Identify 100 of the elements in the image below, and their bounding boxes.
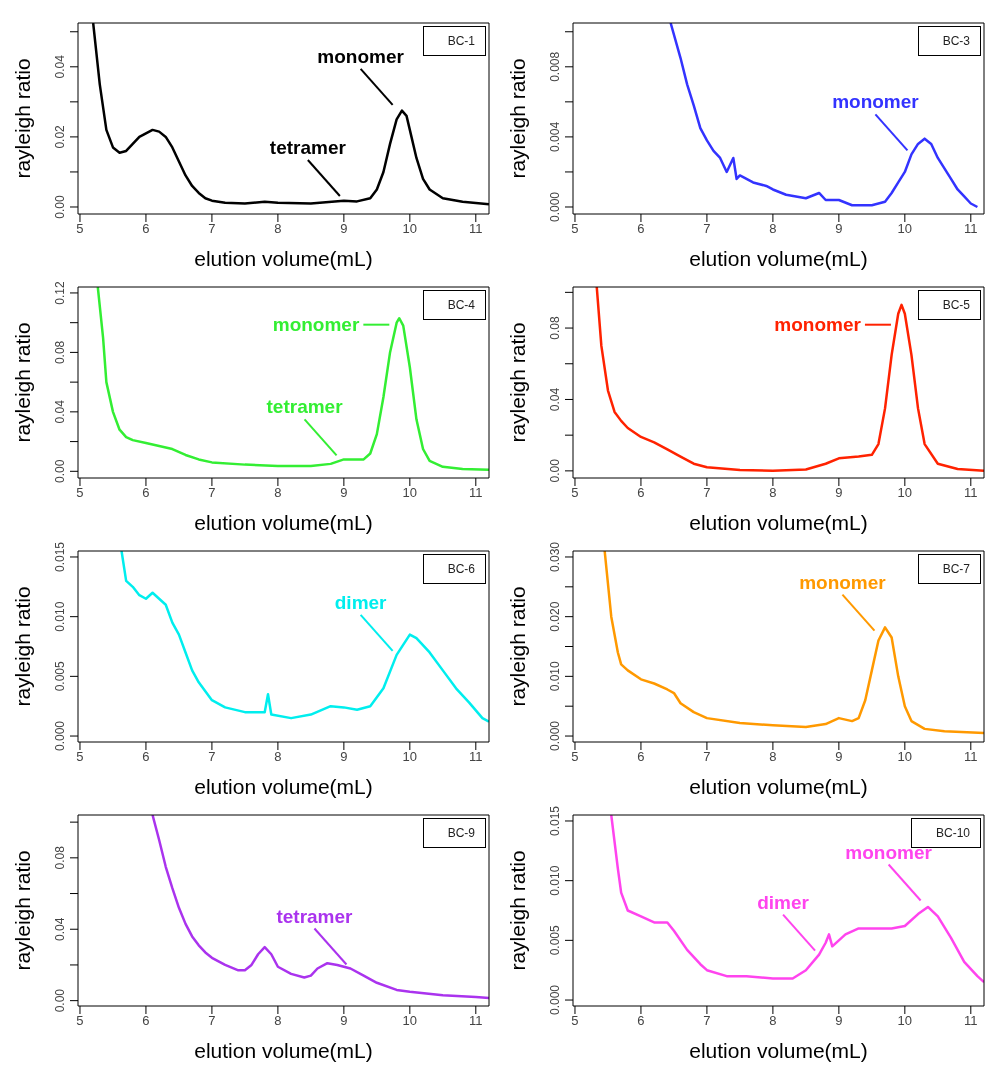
x-axis-title: elution volume(mL) — [194, 511, 373, 534]
y-tick-label: 0.12 — [53, 280, 67, 305]
y-axis-title: rayleigh ratio — [506, 322, 529, 443]
x-tick-label: 5 — [76, 221, 84, 237]
y-axis-title: rayleigh ratio — [506, 586, 529, 707]
x-axis-title: elution volume(mL) — [194, 247, 373, 270]
text: BC-1 — [422, 26, 486, 56]
y-tick-label: 0.005 — [548, 925, 562, 956]
x-tick-label: 10 — [402, 485, 418, 501]
x-tick-label: 9 — [835, 485, 843, 501]
x-tick-label: 11 — [964, 485, 978, 501]
x-tick-label: 6 — [142, 485, 150, 501]
y-tick-label: 0.000 — [548, 720, 562, 752]
x-tick-label: 5 — [76, 485, 84, 501]
x-tick-label: 5 — [76, 749, 84, 765]
x-tick-label: 5 — [571, 749, 579, 765]
x-tick-label: 9 — [835, 1013, 843, 1029]
x-tick-label: 7 — [703, 749, 711, 765]
x-tick-label: 9 — [835, 221, 843, 237]
annotation: dimer — [334, 591, 388, 613]
x-axis-title: elution volume(mL) — [194, 775, 373, 798]
text: BC-4 — [422, 290, 486, 320]
y-tick-label: 0.010 — [548, 865, 562, 896]
x-axis-title: elution volume(mL) — [194, 1039, 373, 1062]
annotation: tetramer — [266, 396, 344, 418]
annotation: monomer — [799, 571, 887, 593]
line-series — [595, 287, 984, 473]
y-tick-label: 0.005 — [53, 661, 67, 692]
x-tick-label: 6 — [142, 221, 150, 237]
x-axis-title: elution volume(mL) — [689, 1039, 868, 1062]
annotation: monomer — [845, 841, 933, 863]
y-axis-title: rayleigh ratio — [506, 850, 529, 971]
y-tick-label: 0.004 — [548, 121, 562, 152]
text: BC-3 — [917, 26, 981, 56]
y-tick-label: 0.04 — [53, 54, 67, 79]
y-tick-label: 0.00 — [548, 458, 562, 483]
y-axis-title: rayleigh ratio — [506, 58, 529, 179]
x-tick-label: 10 — [897, 749, 913, 765]
text: BC-7 — [917, 554, 981, 584]
y-tick-label: 0.010 — [548, 661, 562, 692]
x-tick-label: 8 — [274, 1013, 282, 1029]
y-axis-title: rayleigh ratio — [11, 322, 34, 443]
y-tick-label: 0.08 — [548, 316, 562, 340]
y-tick-label: 0.08 — [53, 340, 67, 365]
x-tick-label: 11 — [469, 221, 483, 237]
line-series — [120, 551, 489, 723]
line-series — [151, 815, 489, 1000]
x-tick-label: 6 — [142, 749, 150, 765]
line-series — [610, 815, 984, 984]
x-tick-label: 7 — [703, 1013, 711, 1029]
x-tick-label: 8 — [274, 749, 282, 765]
y-tick-label: 0.015 — [548, 805, 562, 836]
y-tick-label: 0.000 — [548, 191, 562, 223]
y-tick-label: 0.00 — [53, 194, 67, 219]
x-tick-label: 8 — [274, 221, 282, 237]
line-series — [603, 551, 984, 735]
x-axis-title: elution volume(mL) — [689, 775, 868, 798]
text: BC-5 — [917, 290, 981, 320]
y-tick-label: 0.015 — [53, 541, 67, 572]
x-tick-label: 8 — [769, 221, 777, 237]
x-tick-label: 6 — [142, 1013, 150, 1029]
x-tick-label: 11 — [964, 1013, 978, 1029]
x-tick-label: 6 — [637, 749, 645, 765]
x-tick-label: 8 — [769, 485, 777, 501]
line-series — [96, 287, 489, 472]
x-tick-label: 6 — [637, 221, 645, 237]
x-tick-label: 10 — [402, 221, 418, 237]
y-tick-label: 0.08 — [53, 845, 67, 870]
x-tick-label: 9 — [835, 749, 843, 765]
x-tick-label: 7 — [703, 221, 711, 237]
x-tick-label: 6 — [637, 1013, 645, 1029]
annotation: monomer — [317, 45, 405, 67]
text: BC-9 — [422, 818, 486, 848]
annotation: tetramer — [276, 905, 354, 927]
y-tick-label: 0.000 — [548, 984, 562, 1016]
x-tick-label: 10 — [897, 221, 913, 237]
x-tick-label: 10 — [897, 1013, 913, 1029]
y-tick-label: 0.008 — [548, 51, 562, 82]
x-tick-label: 7 — [208, 485, 216, 501]
x-tick-label: 5 — [571, 221, 579, 237]
x-tick-label: 11 — [964, 749, 978, 765]
y-tick-label: 0.02 — [53, 124, 67, 149]
line-series — [669, 23, 979, 209]
y-tick-label: 0.010 — [53, 601, 67, 632]
x-tick-label: 11 — [469, 1013, 483, 1029]
y-axis-title: rayleigh ratio — [11, 586, 34, 707]
annotation: monomer — [774, 313, 862, 335]
x-tick-label: 10 — [402, 1013, 418, 1029]
x-tick-label: 10 — [402, 749, 418, 765]
x-tick-label: 5 — [76, 1013, 84, 1029]
y-tick-label: 0.00 — [53, 988, 67, 1013]
x-tick-label: 7 — [208, 221, 216, 237]
x-tick-label: 7 — [208, 749, 216, 765]
x-tick-label: 11 — [469, 485, 483, 501]
x-tick-label: 11 — [964, 221, 978, 237]
annotation: dimer — [757, 891, 810, 913]
x-axis-title: elution volume(mL) — [689, 511, 868, 534]
text: BC-10 — [935, 826, 970, 840]
x-tick-label: 6 — [637, 485, 645, 501]
y-axis-title: rayleigh ratio — [11, 850, 34, 971]
